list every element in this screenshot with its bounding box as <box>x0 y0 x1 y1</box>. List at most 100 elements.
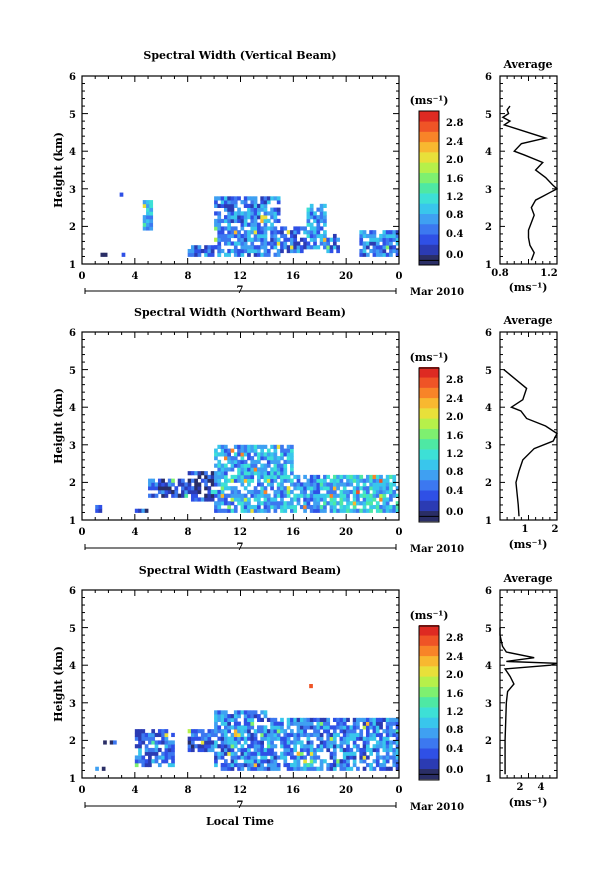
heatmap-cell <box>273 448 278 453</box>
heatmap-cell <box>141 732 146 738</box>
heatmap-cell <box>290 740 294 745</box>
heatmap-cell <box>214 478 218 483</box>
average-x-label: (ms⁻¹) <box>509 796 548 809</box>
heatmap-cell <box>362 747 367 753</box>
date-label: Mar 2010 <box>410 287 464 298</box>
colorbar-swatch <box>419 121 439 132</box>
heatmap-cell <box>273 237 278 242</box>
heatmap-cell <box>375 740 380 745</box>
heatmap-cell <box>273 196 278 201</box>
heatmap-cell <box>243 493 248 498</box>
heatmap-cell <box>316 245 321 250</box>
heatmap-cell <box>303 226 307 231</box>
heatmap-cell <box>303 489 307 495</box>
heatmap-cell <box>253 486 258 491</box>
heatmap-cell <box>280 736 284 741</box>
heatmap-cell <box>237 467 241 472</box>
heatmap-cell <box>253 237 258 242</box>
heatmap-cell <box>313 508 317 513</box>
heatmap-cell <box>230 226 235 231</box>
panel-eastward-beam: Spectral Width (Eastward Beam) Height (k… <box>52 564 558 828</box>
heatmap-cell <box>303 497 307 502</box>
heatmap-cell <box>319 203 324 208</box>
heatmap-cell <box>223 478 228 483</box>
heatmap-cell <box>230 489 235 495</box>
heatmap-cell <box>227 456 231 461</box>
heatmap-cell <box>230 203 235 208</box>
heatmap-cell <box>250 732 255 738</box>
y-tick-label: 1 <box>485 516 492 527</box>
heatmap-cell <box>319 218 324 224</box>
heatmap-cell <box>227 501 231 506</box>
heatmap-cell <box>372 493 377 498</box>
heatmap-cell <box>154 759 159 764</box>
heatmap-cell <box>389 248 393 254</box>
heatmap-cell <box>306 233 311 239</box>
y-tick-label: 6 <box>69 328 76 339</box>
heatmap-cell <box>217 215 222 220</box>
heatmap-cell <box>303 508 307 513</box>
heatmap-cell <box>332 744 337 749</box>
heatmap-cell <box>385 252 390 257</box>
heatmap-cell <box>207 486 212 491</box>
heatmap-cell <box>395 759 399 764</box>
heatmap-cell <box>339 747 344 753</box>
colorbar: (ms⁻¹) 2.8 2.4 2.0 1.6 1.2 0.8 0.4 0.0 <box>410 609 463 781</box>
heatmap-cell <box>227 252 231 257</box>
heatmap-cell <box>296 226 301 231</box>
heatmap-cell <box>352 486 357 491</box>
heatmap-cell <box>362 252 367 257</box>
heatmap-cell <box>233 211 238 216</box>
heatmap-cell <box>303 482 307 487</box>
heatmap-cell <box>217 226 222 231</box>
heatmap-cell <box>240 252 245 257</box>
heatmap-cell <box>276 736 281 741</box>
heatmap-cell <box>247 252 251 257</box>
heatmap-cell <box>323 233 327 239</box>
heatmap-cell <box>280 463 284 468</box>
heatmap-cell <box>217 218 222 224</box>
heatmap-cell <box>339 736 344 741</box>
heatmap-cell <box>217 736 222 741</box>
heatmap-cell <box>217 714 222 719</box>
heatmap-cell <box>144 508 149 513</box>
heatmap-cell <box>346 501 350 506</box>
heatmap-cell <box>257 444 261 449</box>
heatmap-cell <box>372 497 377 502</box>
heatmap-cell <box>280 493 284 498</box>
heatmap-cell <box>144 759 149 764</box>
heatmap-cell <box>323 729 327 734</box>
heatmap-cell <box>395 732 399 738</box>
heatmap-cell <box>365 474 370 480</box>
heatmap-cell <box>210 474 215 480</box>
heatmap-cell <box>187 744 192 749</box>
heatmap-cell <box>217 755 222 760</box>
colorbar-tick: 2.8 <box>446 633 463 644</box>
heatmap-cell <box>332 751 337 756</box>
heatmap-cell <box>379 493 383 498</box>
heatmap-cell <box>270 471 274 476</box>
heatmap-cell <box>217 508 222 513</box>
heatmap-cell <box>266 252 271 257</box>
heatmap-cell <box>273 252 278 257</box>
heatmap-cell <box>326 766 331 771</box>
heatmap-cell <box>316 736 321 741</box>
heatmap-cell <box>290 467 294 472</box>
heatmap-cell <box>154 751 159 756</box>
heatmap-cell <box>395 747 399 753</box>
colorbar-tick: 2.0 <box>446 670 463 681</box>
heatmap-cell <box>233 245 238 250</box>
heatmap-cell <box>243 448 248 453</box>
heatmap-cell <box>243 233 248 239</box>
heatmap-cell <box>365 732 370 738</box>
heatmap-cell <box>240 467 245 472</box>
heatmap-cell <box>260 456 265 461</box>
heatmap-cell <box>280 474 284 480</box>
heatmap-cell <box>223 729 228 734</box>
heatmap-cell <box>365 493 370 498</box>
heatmap-cell <box>286 762 291 768</box>
heatmap-cell <box>260 755 265 760</box>
heatmap-cell <box>190 252 195 257</box>
heatmap-cell <box>382 497 387 502</box>
heatmap-cell <box>329 482 334 487</box>
